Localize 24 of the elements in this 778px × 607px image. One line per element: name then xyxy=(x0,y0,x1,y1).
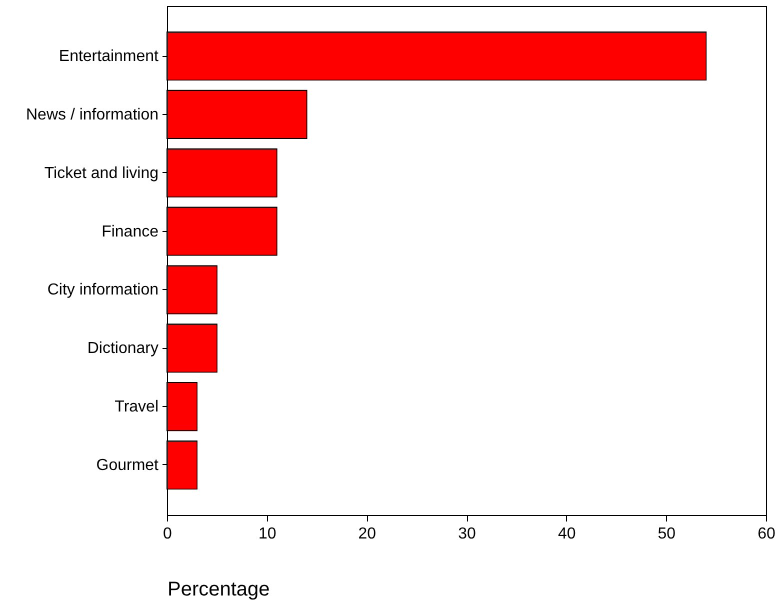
bar xyxy=(166,32,707,81)
y-tick-label: Entertainment xyxy=(58,48,160,66)
y-tick-label: Dictionary xyxy=(87,340,158,358)
y-tick-label: City information xyxy=(47,282,158,299)
x-tick-label: 60 xyxy=(758,526,776,542)
y-tick-label: Gourmet xyxy=(96,456,160,474)
bar xyxy=(166,265,218,314)
x-tick-label: 0 xyxy=(163,526,172,542)
bar xyxy=(166,148,278,198)
bar xyxy=(166,324,218,373)
y-tick-label: Travel xyxy=(114,398,158,416)
y-tick-label: Ticket and living xyxy=(44,164,158,182)
x-tick-label: 50 xyxy=(658,526,676,542)
x-tick-label: 10 xyxy=(258,526,276,542)
bar xyxy=(166,206,278,256)
bar xyxy=(166,382,198,432)
x-tick-label: 30 xyxy=(458,526,476,542)
bar xyxy=(166,90,308,139)
y-tick-label: News / information xyxy=(26,106,158,124)
y-tick-label: Finance xyxy=(102,223,159,240)
x-tick-label: 20 xyxy=(358,526,376,542)
x-axis-title: Percentage xyxy=(168,578,270,600)
x-tick-label: 40 xyxy=(558,526,576,542)
bar xyxy=(166,440,198,490)
